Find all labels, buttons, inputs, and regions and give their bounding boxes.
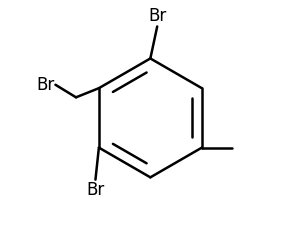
Text: Br: Br — [148, 7, 166, 25]
Text: Br: Br — [86, 181, 104, 199]
Text: Br: Br — [36, 76, 54, 94]
